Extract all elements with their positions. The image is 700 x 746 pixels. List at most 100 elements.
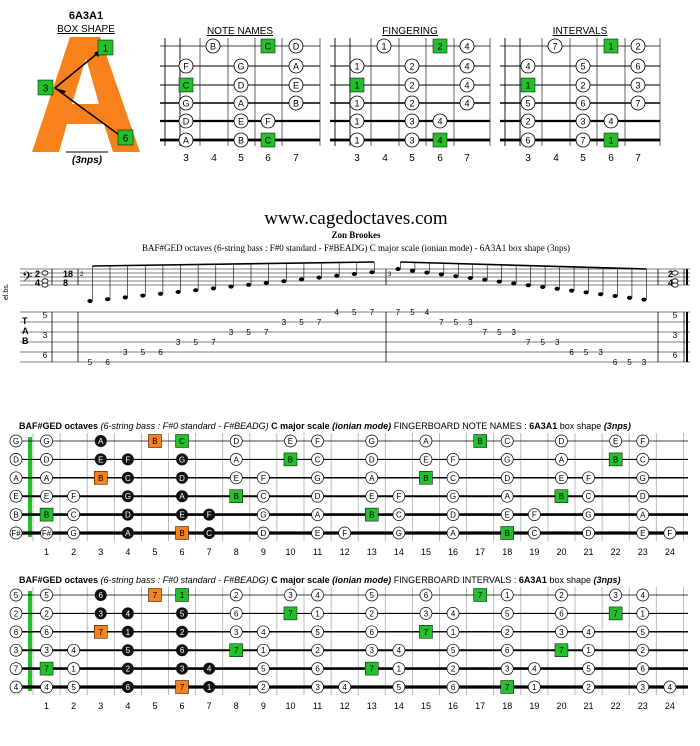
note-marker [349,95,365,111]
note-label: 2 [641,646,646,655]
note-head [597,292,604,297]
note-label: 2 [409,62,414,72]
tab-number: 5 [540,338,545,347]
note-label: 5 [451,646,456,655]
note-marker [311,434,324,448]
note-marker [365,434,379,448]
note-label: C [260,492,266,501]
fret-number: 11 [313,701,322,711]
note-label: B [559,492,564,501]
tab-number: 7 [526,338,531,347]
note-label: A [238,99,244,109]
note-label: G [640,474,646,483]
note-head [612,294,618,298]
note-head [569,288,575,293]
note-label: 5 [180,609,185,618]
note-marker [67,680,81,694]
note-label: E [293,81,299,91]
note-label: 3 [288,591,293,600]
note-marker [500,508,514,521]
note-label: 4 [641,591,646,600]
mini-fret-number: 3 [183,153,189,164]
fret-number: 16 [448,547,458,557]
note-head [424,270,430,275]
note-label: 1 [354,99,359,109]
fret-number: 24 [665,701,675,711]
note-label: 1 [180,591,185,600]
note-label: 7 [370,665,375,674]
note-marker [67,643,81,657]
root-note-marker [229,489,243,503]
note-marker [446,680,460,694]
fret-number: 22 [611,701,621,711]
open-string-marker [9,453,23,466]
note-label: 5 [315,628,320,637]
tab-number: 4 [335,308,340,317]
note-label: C [586,492,592,501]
note-marker [392,643,406,657]
note-label: F# [42,529,52,538]
fret-number: 10 [285,701,295,711]
note-marker [392,680,406,694]
note-label: F [532,511,537,520]
note-label: D [586,529,592,538]
note-label: 1 [608,42,613,52]
note-label: 6 [505,646,510,655]
tab-number: 3 [43,331,48,340]
note-label: F [207,511,212,520]
note-label: G [237,62,244,72]
note-label: C [640,455,646,464]
box-note-marker [203,508,216,521]
fret-number: 15 [421,547,431,557]
note-label: D [293,42,300,52]
note-label: B [210,42,216,52]
note-marker [392,526,406,540]
note-head [105,297,111,302]
note-label: 1 [505,591,510,600]
note-label: D [640,492,646,501]
note-label: 4 [397,646,402,655]
beam [92,261,375,267]
highlight-note-marker [175,526,189,540]
box-shape-subtitle: BOX SHAPE [57,24,115,35]
note-label: 1 [71,665,76,674]
note-label: D [44,455,50,464]
note-label: 2 [126,665,131,674]
tab-letter: B [22,336,29,346]
mini-fret-number: 5 [238,153,244,164]
note-marker [338,526,351,540]
note-label: C [125,474,131,483]
note-label: D [260,529,266,538]
box-note-marker [94,589,107,601]
mini-diagrams: NOTE NAMES 3 4 5 6 7 B C D F G A C D E G A B D E F A B C FINGERI… [160,26,661,164]
fret-number: 18 [502,547,512,557]
note-marker [459,95,475,111]
note-label: 1 [532,683,537,692]
note-head [210,286,216,291]
note-label: 4 [464,42,469,52]
tab-number: 5 [454,318,459,327]
mini-fret-number: 4 [382,153,388,164]
box-note-marker [176,490,189,503]
note-marker [376,38,392,54]
mini-diagram-note-names: NOTE NAMES 3 4 5 6 7 B C D F G A C D E G A B D E F A B C [160,26,321,164]
note-marker [311,489,324,503]
tab-number: 3 [512,328,517,337]
note-label: F [396,492,401,501]
tab-number: 6 [613,358,618,367]
note-head [246,282,252,287]
note-label: B [152,437,157,446]
root-note-marker [500,526,514,540]
fret-number: 12 [340,701,350,711]
open-string-marker [9,607,23,620]
note-marker [555,434,568,448]
note-label: F [640,437,645,446]
fret-number: 14 [394,547,404,557]
note-marker [311,508,324,521]
marker-1: 1 [97,39,114,56]
bass-clef-icon: 𝄢 [22,269,32,288]
note-head [175,290,181,294]
note-marker [582,662,595,675]
note-label: 2 [409,99,414,109]
note-head [193,288,199,293]
